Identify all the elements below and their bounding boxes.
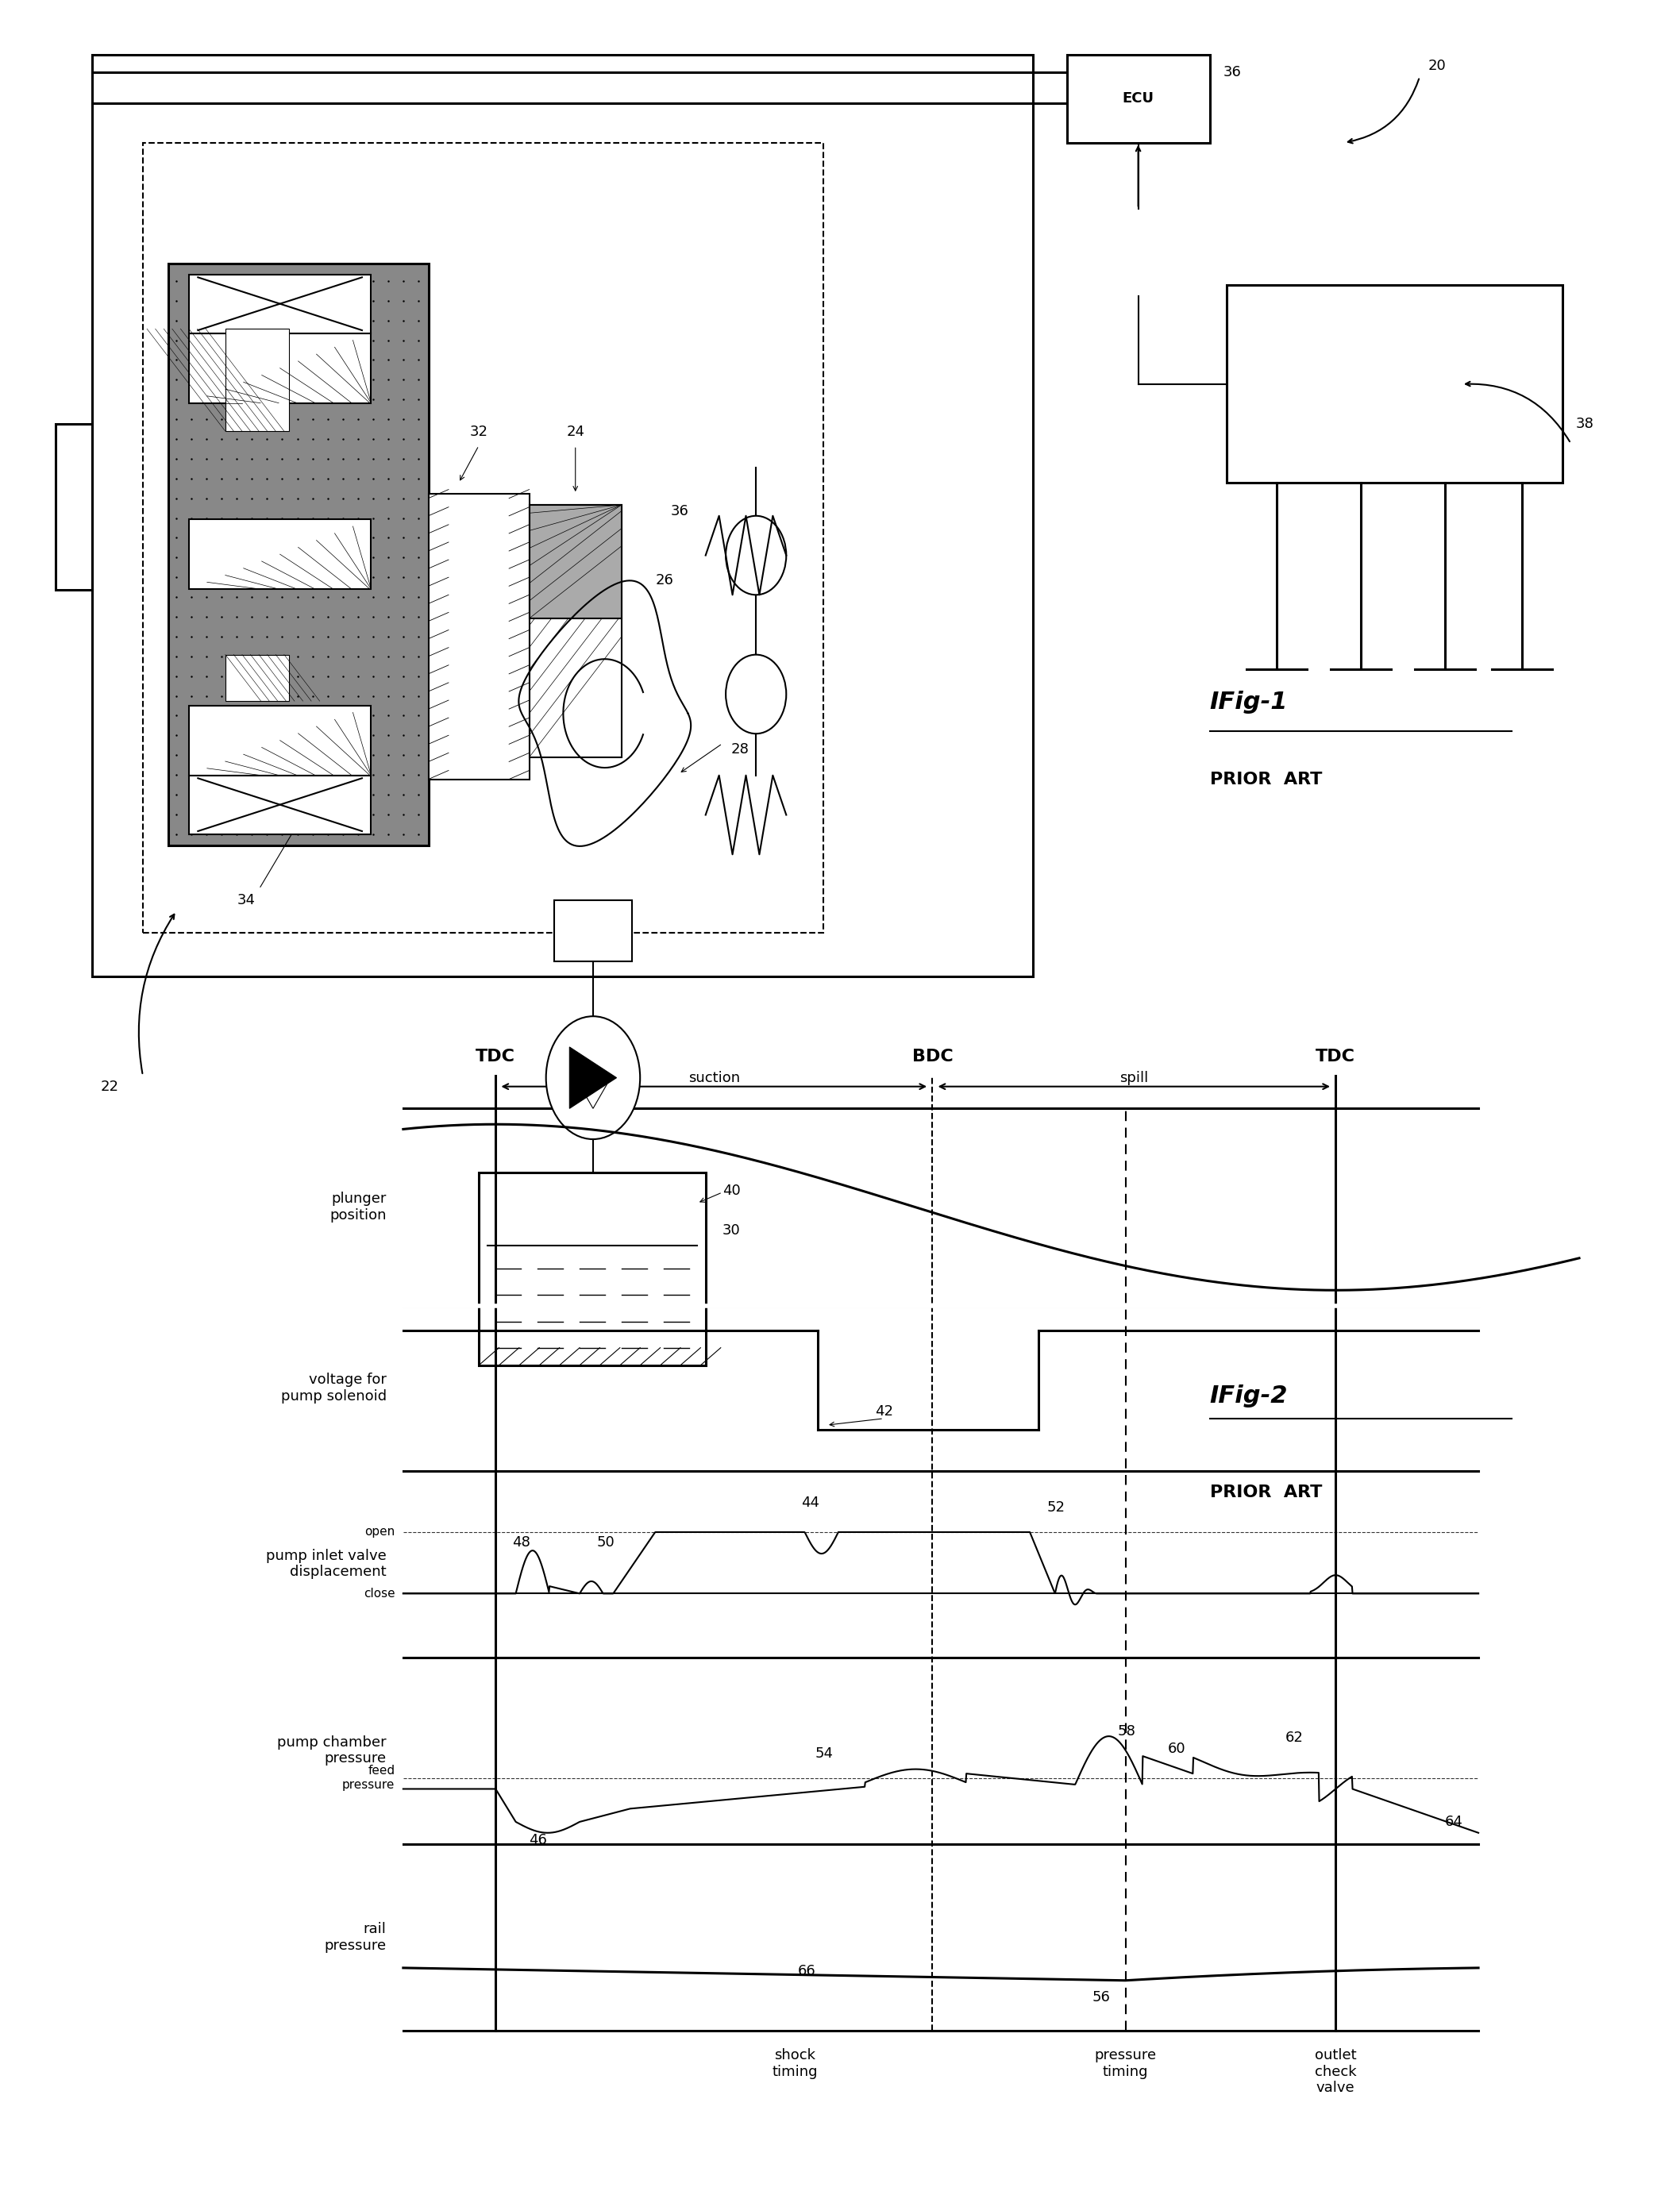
Text: 36: 36 — [1223, 66, 1242, 79]
Circle shape — [546, 1016, 640, 1139]
Circle shape — [726, 516, 786, 595]
Text: 60: 60 — [1168, 1741, 1186, 1756]
Text: 28: 28 — [731, 742, 749, 757]
Text: pressure
timing: pressure timing — [1095, 2048, 1156, 2079]
Text: 46: 46 — [529, 1833, 548, 1848]
Text: BDC: BDC — [912, 1049, 953, 1065]
Text: voltage for
pump solenoid: voltage for pump solenoid — [281, 1372, 386, 1405]
Text: 42: 42 — [875, 1405, 894, 1418]
Bar — [554, 900, 632, 961]
Text: 34: 34 — [237, 893, 255, 909]
Bar — [188, 274, 371, 334]
Bar — [188, 334, 371, 404]
Text: 22: 22 — [101, 1080, 119, 1093]
Text: 30: 30 — [722, 1223, 741, 1238]
Text: 20: 20 — [1428, 59, 1446, 72]
Text: 38: 38 — [1576, 417, 1594, 430]
Bar — [168, 263, 428, 845]
Text: 58: 58 — [1117, 1723, 1136, 1738]
Bar — [225, 329, 289, 430]
Text: IFig-2: IFig-2 — [1210, 1385, 1289, 1407]
Text: 24: 24 — [566, 424, 585, 439]
Text: TDC: TDC — [475, 1049, 516, 1065]
Text: pump inlet valve
displacement: pump inlet valve displacement — [265, 1547, 386, 1580]
Text: outlet
check
valve: outlet check valve — [1315, 2048, 1356, 2096]
Text: ECU: ECU — [1122, 92, 1154, 105]
Bar — [188, 520, 371, 588]
Bar — [55, 424, 92, 590]
Text: 48: 48 — [512, 1534, 531, 1550]
Text: 66: 66 — [798, 1965, 816, 1978]
Text: 56: 56 — [1092, 1991, 1110, 2004]
Bar — [188, 775, 371, 834]
Text: rail
pressure: rail pressure — [324, 1921, 386, 1954]
Text: close: close — [363, 1587, 395, 1600]
Text: spill: spill — [1119, 1071, 1149, 1084]
Text: plunger
position: plunger position — [329, 1192, 386, 1223]
Bar — [479, 1172, 706, 1365]
Text: open: open — [365, 1526, 395, 1539]
Bar — [188, 705, 371, 775]
Bar — [1067, 55, 1210, 143]
Text: feed
pressure: feed pressure — [343, 1765, 395, 1791]
Text: 64: 64 — [1445, 1815, 1463, 1828]
Bar — [92, 55, 1033, 977]
Bar — [143, 143, 823, 933]
Text: PRIOR  ART: PRIOR ART — [1210, 1484, 1322, 1499]
Text: 32: 32 — [470, 424, 487, 439]
Text: IFig-1: IFig-1 — [1210, 691, 1289, 713]
Text: 50: 50 — [596, 1534, 615, 1550]
Text: 40: 40 — [722, 1183, 741, 1198]
Bar — [1226, 285, 1562, 483]
Bar — [428, 494, 529, 779]
Text: 26: 26 — [655, 573, 674, 588]
Text: TDC: TDC — [1315, 1049, 1356, 1065]
Bar — [529, 505, 622, 757]
Text: suction: suction — [689, 1071, 739, 1084]
Text: shock
timing: shock timing — [771, 2048, 818, 2079]
Text: 44: 44 — [801, 1495, 820, 1510]
Text: 36: 36 — [670, 505, 689, 518]
Text: pump chamber
pressure: pump chamber pressure — [277, 1734, 386, 1767]
Text: 52: 52 — [1047, 1499, 1065, 1515]
Text: 62: 62 — [1285, 1730, 1304, 1745]
Bar — [529, 505, 622, 619]
Bar — [225, 654, 289, 700]
Text: PRIOR  ART: PRIOR ART — [1210, 770, 1322, 788]
Polygon shape — [570, 1047, 617, 1108]
Circle shape — [726, 654, 786, 733]
Text: 54: 54 — [815, 1745, 833, 1760]
